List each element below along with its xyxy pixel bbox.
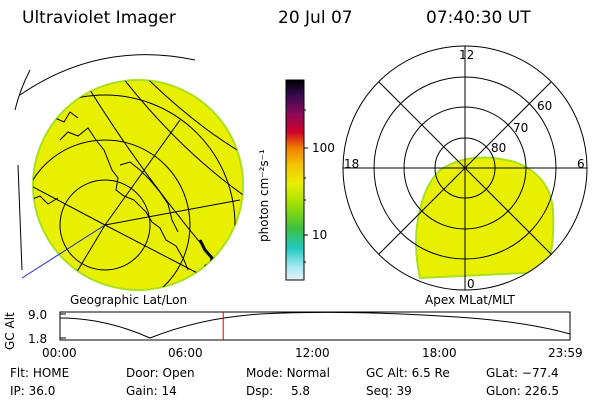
status-seq: Seq: 39 <box>366 384 412 398</box>
apex-mlat-80: 80 <box>491 141 507 155</box>
status-glon: GLon: 226.5 <box>486 384 559 398</box>
geo-coastline <box>33 195 59 205</box>
geo-meridian <box>180 40 300 75</box>
altitude-xtick: 12:00 <box>295 346 330 360</box>
altitude-ytick-1.8: 1.8 <box>28 332 48 346</box>
geo-meridian <box>33 179 106 226</box>
geo-coastline <box>59 127 189 271</box>
status-flt: Flt: HOME <box>10 366 70 380</box>
colorbar-tick-10: 10 <box>312 228 328 242</box>
apex-panel-label: Apex MLat/MLT <box>425 293 515 307</box>
apex-mlt-12: 12 <box>459 48 475 62</box>
apex-aurora-oval <box>415 156 555 280</box>
altitude-curve <box>59 311 571 339</box>
status-gcalt: GC Alt: 6.5 Re <box>366 366 450 380</box>
geo-meridian <box>104 199 241 226</box>
altitude-ylabel: GC Alt <box>3 312 17 350</box>
status-gain: Gain: 14 <box>126 384 177 398</box>
apex-panel <box>342 45 588 291</box>
geo-sun-direction-line <box>21 224 106 279</box>
altitude-plot-frame <box>59 311 571 341</box>
altitude-xtick: 06:00 <box>168 346 203 360</box>
colorbar-unit-label: photon cm⁻²s⁻¹ <box>257 149 271 242</box>
status-dsp: Dsp: 5.8 <box>246 384 311 398</box>
geo-parallel <box>33 139 191 290</box>
geo-meridian <box>109 80 243 181</box>
geo-coastline <box>119 161 179 233</box>
geo-panel <box>14 40 300 291</box>
apex-mlat-70: 70 <box>513 121 529 135</box>
instrument-title: Ultraviolet Imager <box>22 8 176 28</box>
date-label: 20 Jul 07 <box>278 8 353 28</box>
geo-outer-arc <box>17 164 23 271</box>
colorbar-gradient <box>285 79 305 281</box>
altitude-ytick-9: 9.0 <box>28 308 48 322</box>
geo-outer-arc <box>19 54 196 96</box>
geo-meridian <box>94 80 243 231</box>
status-ip: IP: 36.0 <box>10 384 56 398</box>
geo-parallel <box>33 94 236 290</box>
altitude-xtick: 23:59 <box>548 346 583 360</box>
status-door: Door: Open <box>126 366 195 380</box>
apex-mlat-60: 60 <box>537 99 553 113</box>
geo-parallel <box>59 179 151 271</box>
status-glat: GLat: −77.4 <box>486 366 559 380</box>
altitude-xtick: 00:00 <box>42 346 77 360</box>
geo-panel-label: Geographic Lat/Lon <box>70 293 188 307</box>
altitude-plot <box>59 311 571 341</box>
colorbar <box>285 79 308 281</box>
apex-mlt-line <box>378 81 552 255</box>
status-mode: Mode: Normal <box>246 366 330 380</box>
altitude-xtick: 18:00 <box>422 346 457 360</box>
apex-mlt-18: 18 <box>344 157 360 171</box>
geo-outer-arc <box>14 69 31 111</box>
apex-mlt-6: 6 <box>577 157 585 171</box>
colorbar-tick-100: 100 <box>312 141 335 155</box>
apex-mlt-0: 0 <box>467 277 475 291</box>
time-label: 07:40:30 UT <box>426 8 531 28</box>
